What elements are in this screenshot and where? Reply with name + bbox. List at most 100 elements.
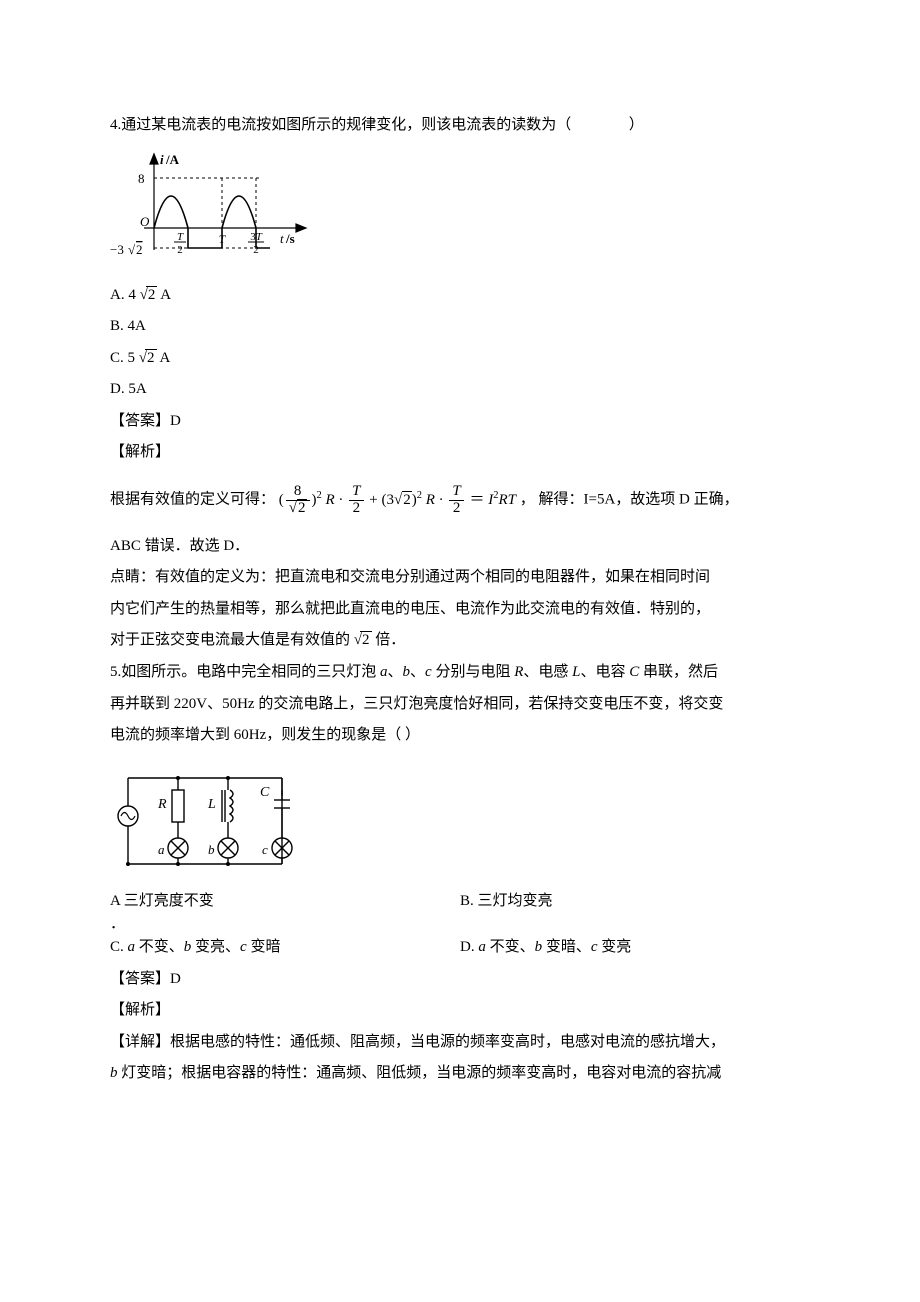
q5-R: R <box>514 664 523 680</box>
q4-explain-p4: 内它们产生的热量相等，那么就把此直流电的电压、电流作为此交流电的有效值．特别的， <box>110 594 810 626</box>
eq-sq2: 2 <box>417 490 422 501</box>
q5-l1-pre: 5.如图所示。电路中完全相同的三只灯泡 <box>110 664 380 680</box>
q4-stem-text: 4.通过某电流表的电流按如图所示的规律变化，则该电流表的读数为（ <box>110 117 571 133</box>
q5-stem-l3: 电流的频率增大到 60Hz，则发生的现象是（ ） <box>110 720 810 752</box>
q5-l1-post: 串联，然后 <box>643 664 718 680</box>
q4-explain-eq-line: 根据有效值的定义可得： (8√2)2 R · T2 + (3√2)2 R · T… <box>110 469 810 531</box>
txt: c <box>240 939 247 955</box>
q4-opt-a-sqrt: 2 <box>146 286 158 303</box>
eq-dot1: · <box>338 492 343 508</box>
q5-b: b <box>403 664 411 680</box>
q4-eq-prefix: 根据有效值的定义可得： <box>110 491 275 507</box>
eq-2a: 2 <box>349 501 363 517</box>
txt: 不变、 <box>135 939 184 955</box>
q4-explain-label: 【解析】 <box>110 437 810 469</box>
q4-graph: i /A 8 O −3 √ 2 T 2 T 3T 2 t /s <box>110 150 810 272</box>
svg-text:t: t <box>280 231 284 246</box>
txt: C. <box>110 939 128 955</box>
sqrt-icon: √2 <box>139 343 157 375</box>
eq-R1: R <box>326 492 335 508</box>
q5-stem-l2: 再并联到 220V、50Hz 的交流电路上，三只灯泡亮度恰好相同，若保持交变电压… <box>110 689 810 721</box>
sqrt-icon: √2 <box>354 625 372 657</box>
svg-text:i: i <box>160 152 164 167</box>
q4-opt-b: B. 4A <box>110 311 810 343</box>
svg-text:√: √ <box>128 242 136 257</box>
q5-c: c <box>425 664 432 680</box>
q4-equation: (8√2)2 R · T2 + (3√2)2 R · T2 ＝ I2RT <box>279 469 516 531</box>
svg-text:2: 2 <box>136 242 143 257</box>
q4-stem: 4.通过某电流表的电流按如图所示的规律变化，则该电流表的读数为（ ） <box>110 110 810 142</box>
sep: 、 <box>388 664 403 680</box>
eq-sq1: 2 <box>317 490 322 501</box>
q4-p5-suffix: 倍． <box>375 633 405 649</box>
q5-opt-a-text: A 三灯亮度不变 <box>110 893 214 909</box>
q4-explain-p5: 对于正弦交变电流最大值是有效值的 √2 倍． <box>110 625 810 657</box>
q4-opt-c-prefix: C. 5 <box>110 350 135 366</box>
svg-text:2: 2 <box>253 244 259 256</box>
eq-R2: R <box>426 492 435 508</box>
svg-text:3T: 3T <box>250 231 263 243</box>
q4-opt-a-prefix: A. 4 <box>110 287 136 303</box>
q4-opt-a-suffix: A <box>160 287 171 303</box>
svg-text:/s: /s <box>285 231 295 246</box>
q4-p5-sqrt: 2 <box>360 631 372 648</box>
eq-dot2: · <box>439 492 444 508</box>
txt: a <box>128 939 136 955</box>
q4-opt-c: C. 5 √2 A <box>110 343 810 375</box>
eq-2b: 2 <box>449 501 463 517</box>
txt: 变暗、 <box>542 939 591 955</box>
sqrt-icon: √2 <box>140 280 158 312</box>
eq-3: 3 <box>386 492 394 508</box>
eq-plus: + <box>369 492 381 508</box>
eq-T2: T <box>449 484 463 501</box>
q4-stem-suffix: ） <box>629 117 644 133</box>
txt: 变暗 <box>247 939 281 955</box>
svg-text:/A: /A <box>165 152 180 167</box>
q5-opt-a: A 三灯亮度不变 ． <box>110 886 460 933</box>
q5-detail-l2: b 灯变暗；根据电容器的特性：通高频、阻低频，当电源的频率变高时，电容对电流的容… <box>110 1058 810 1090</box>
svg-text:R: R <box>157 797 167 812</box>
txt: a <box>478 939 486 955</box>
q4-opt-c-sqrt: 2 <box>145 349 157 366</box>
txt: c <box>591 939 598 955</box>
eq-T1: T <box>349 484 363 501</box>
eq-sqrt2: 2 <box>402 491 412 508</box>
svg-text:L: L <box>207 797 216 812</box>
svg-text:a: a <box>158 842 165 857</box>
svg-text:8: 8 <box>138 171 145 186</box>
q4-graph-svg: i /A 8 O −3 √ 2 T 2 T 3T 2 t /s <box>110 150 320 272</box>
q5-opt-row2: C. a 不变、b 变亮、c 变暗 D. a 不变、b 变暗、c 变亮 <box>110 932 810 964</box>
q4-opt-d: D. 5A <box>110 374 810 406</box>
eq-eq: ＝ <box>469 492 484 508</box>
txt: 不变、 <box>486 939 535 955</box>
q4-eq-tail: ， 解得：I=5A，故选项 D 正确， <box>520 491 739 507</box>
q5-answer: 【答案】D <box>110 964 810 996</box>
q5-l1-mid: 分别与电阻 <box>435 664 514 680</box>
svg-text:T: T <box>177 231 184 243</box>
q5-a: a <box>380 664 388 680</box>
q4-opt-a: A. 4 √2 A <box>110 280 810 312</box>
q5-stem-l1: 5.如图所示。电路中完全相同的三只灯泡 a、b、c 分别与电阻 R、电感 L、电… <box>110 657 810 689</box>
eq-RT: RT <box>499 492 517 508</box>
txt: b <box>535 939 543 955</box>
txt: D. <box>460 939 478 955</box>
q5-opt-c: C. a 不变、b 变亮、c 变暗 <box>110 932 460 964</box>
q4-explain-p3: 点睛：有效值的定义为：把直流电和交流电分别通过两个相同的电阻器件，如果在相同时间 <box>110 562 810 594</box>
q4-answer: 【答案】D <box>110 406 810 438</box>
sep: 、 <box>410 664 425 680</box>
q5-circuit-svg: R L C a b c <box>110 760 300 878</box>
txt: 变亮、 <box>191 939 240 955</box>
q5-opt-a-dot: ． <box>110 916 125 932</box>
q4-p5-prefix: 对于正弦交变电流最大值是有效值的 <box>110 633 350 649</box>
q4-opt-c-suffix: A <box>159 350 170 366</box>
svg-text:c: c <box>262 842 268 857</box>
svg-text:b: b <box>208 842 215 857</box>
txt: 变亮 <box>598 939 632 955</box>
q5-d2-b: b <box>110 1065 118 1081</box>
q5-opt-b: B. 三灯均变亮 <box>460 886 810 933</box>
q5-circuit: R L C a b c <box>110 760 810 878</box>
svg-text:−3: −3 <box>110 242 124 257</box>
svg-text:2: 2 <box>177 244 183 256</box>
q4-explain-p2: ABC 错误．故选 D． <box>110 531 810 563</box>
q5-opt-d: D. a 不变、b 变暗、c 变亮 <box>460 932 810 964</box>
